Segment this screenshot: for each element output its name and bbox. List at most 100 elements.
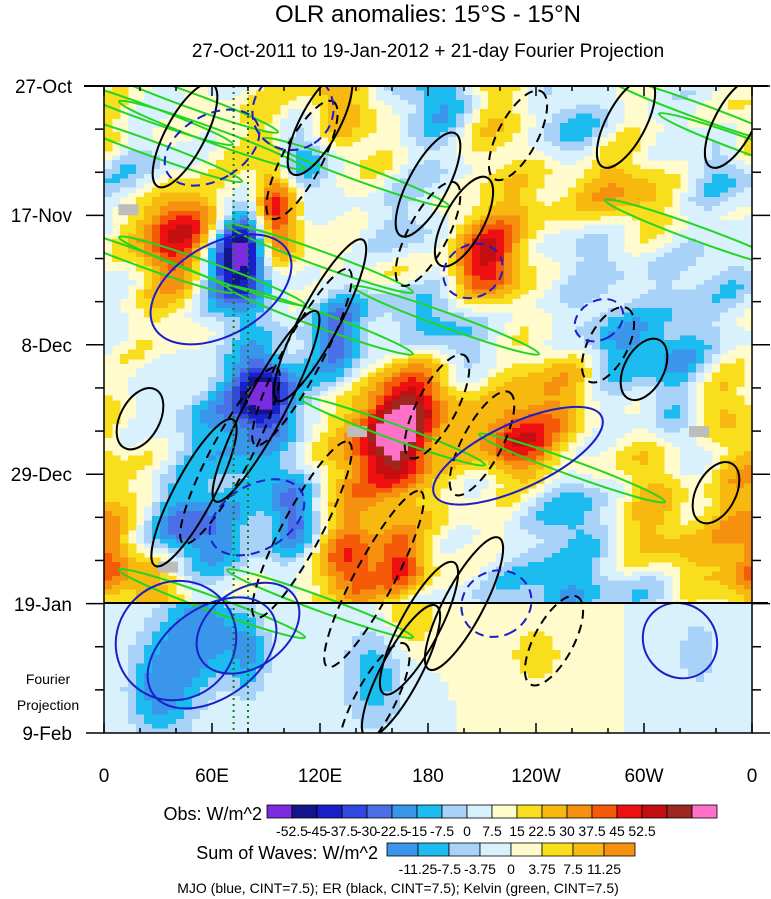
obs-field-cell — [520, 326, 529, 332]
obs-field-cell — [624, 386, 633, 392]
obs-field-cell — [280, 261, 289, 267]
obs-field-cell — [336, 275, 345, 281]
obs-field-cell — [384, 164, 393, 170]
obs-field-cell — [672, 90, 681, 96]
obs-field-cell — [584, 178, 593, 184]
obs-field-cell — [512, 335, 521, 341]
obs-field-cell — [272, 210, 281, 216]
obs-field-cell — [616, 104, 625, 110]
obs-field-cell — [480, 409, 489, 415]
obs-field-cell — [424, 95, 433, 101]
obs-field-cell — [568, 340, 577, 346]
obs-field-cell — [144, 256, 153, 263]
obs-field-cell — [672, 238, 681, 244]
obs-field-cell — [744, 441, 752, 448]
obs-field-cell — [240, 104, 249, 110]
obs-field-cell — [136, 344, 145, 351]
obs-field-cell — [464, 238, 473, 244]
obs-field-cell — [288, 159, 297, 166]
obs-field-cell — [728, 220, 737, 226]
obs-field-cell — [600, 427, 609, 434]
obs-field-cell — [648, 354, 657, 360]
obs-field-cell — [192, 437, 201, 443]
obs-field-cell — [136, 173, 145, 180]
obs-field-cell — [424, 113, 433, 119]
obs-field-cell — [488, 118, 497, 124]
obs-field-cell — [168, 414, 177, 420]
obs-field-cell — [248, 99, 257, 106]
obs-field-cell — [504, 414, 513, 420]
obs-field-cell — [512, 86, 521, 92]
obs-field-cell — [392, 206, 401, 212]
obs-field-cell — [248, 284, 257, 290]
obs-field-cell — [296, 183, 305, 189]
obs-field-cell — [488, 266, 497, 272]
obs-field-cell — [488, 386, 497, 392]
obs-field-cell — [744, 169, 752, 175]
obs-field-cell — [200, 321, 209, 327]
obs-field-cell — [456, 275, 465, 281]
obs-field-cell — [512, 187, 521, 193]
obs-field-cell — [640, 344, 649, 351]
obs-field-cell — [496, 289, 505, 295]
obs-field-cell — [400, 201, 409, 207]
obs-field-cell — [592, 391, 601, 397]
obs-field-cell — [200, 414, 209, 420]
obs-field-cell — [536, 386, 545, 392]
obs-field-cell — [576, 358, 585, 364]
obs-field-cell — [400, 317, 409, 323]
obs-field-cell — [416, 122, 425, 129]
obs-field-cell — [368, 164, 377, 170]
obs-field-cell — [616, 224, 625, 230]
obs-field-cell — [744, 293, 752, 300]
obs-field-cell — [216, 409, 225, 415]
obs-field-cell — [624, 330, 633, 337]
obs-field-cell — [680, 335, 689, 341]
obs-field-cell — [240, 437, 249, 443]
obs-field-cell — [576, 317, 585, 323]
obs-field-cell — [600, 367, 609, 374]
obs-field-cell — [264, 423, 273, 429]
obs-field-cell — [408, 141, 417, 147]
obs-field-cell — [224, 243, 233, 249]
obs-field-cell — [208, 317, 217, 323]
obs-field-cell — [648, 99, 657, 106]
obs-field-cell — [104, 159, 113, 166]
obs-field-cell — [672, 256, 681, 263]
obs-field-cell — [224, 344, 233, 351]
obs-field-cell — [416, 238, 425, 244]
obs-field-cell — [688, 220, 697, 226]
obs-field-cell — [576, 289, 585, 295]
obs-field-cell — [400, 224, 409, 230]
obs-field-cell — [224, 358, 233, 364]
obs-field-cell — [256, 303, 265, 309]
obs-field-cell — [392, 312, 401, 318]
obs-field-cell — [408, 372, 417, 378]
obs-field-cell — [176, 437, 185, 443]
obs-field-cell — [600, 386, 609, 392]
obs-field-cell — [192, 256, 201, 263]
obs-field-cell — [264, 363, 273, 369]
obs-field-cell — [232, 252, 241, 258]
obs-field-cell — [288, 372, 297, 378]
obs-field-cell — [712, 187, 721, 193]
obs-field-cell — [424, 377, 433, 383]
obs-field-cell — [560, 280, 569, 286]
obs-field-cell — [656, 266, 665, 272]
obs-field-cell — [432, 335, 441, 341]
obs-field-cell — [496, 280, 505, 286]
obs-field-cell — [720, 196, 729, 203]
obs-field-cell — [176, 206, 185, 212]
obs-field-cell — [456, 243, 465, 249]
obs-field-cell — [616, 418, 625, 424]
obs-field-cell — [496, 386, 505, 392]
obs-field-cell — [456, 169, 465, 175]
obs-field-cell — [264, 335, 273, 341]
obs-field-cell — [352, 404, 361, 411]
obs-field-cell — [416, 404, 425, 411]
obs-field-cell — [584, 317, 593, 323]
obs-field-cell — [128, 159, 137, 166]
obs-field-cell — [328, 289, 337, 295]
obs-field-cell — [400, 192, 409, 198]
obs-field-cell — [536, 122, 545, 129]
